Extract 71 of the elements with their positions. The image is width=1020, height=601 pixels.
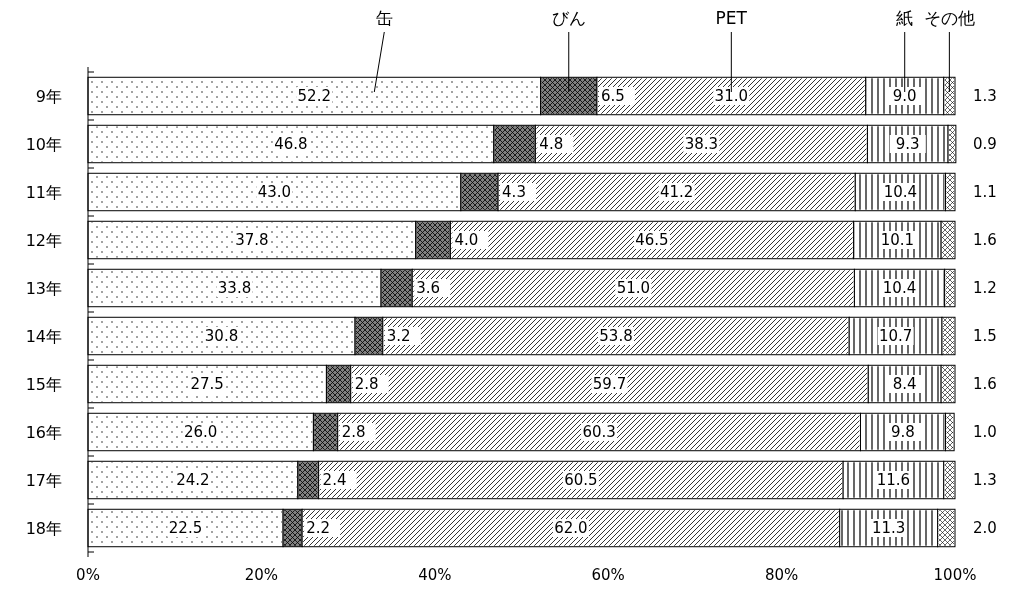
data-label: 11.6	[876, 471, 911, 490]
y-tick-label: 10年	[25, 134, 62, 154]
data-label: 9.3	[895, 135, 920, 154]
data-label: 24.2	[176, 471, 210, 490]
data-label: 60.5	[564, 471, 598, 490]
y-tick-label: 15年	[25, 374, 62, 394]
data-label: 33.8	[217, 279, 252, 298]
data-label: 3.2	[386, 327, 411, 346]
data-label: 2.4	[322, 471, 347, 490]
data-label: 10.4	[883, 183, 918, 202]
data-label: 27.5	[190, 375, 224, 394]
y-tick-label: 11年	[25, 182, 62, 202]
data-label: 0.9	[973, 135, 997, 154]
data-label: 10.1	[880, 231, 915, 250]
x-tick-label: 0%	[76, 566, 100, 584]
y-tick-label: 16年	[25, 422, 62, 442]
data-label: 1.3	[973, 471, 997, 490]
data-label: 2.0	[973, 519, 997, 538]
data-label: 8.4	[892, 375, 917, 394]
x-tick-label: 40%	[418, 566, 452, 584]
x-tick-label: 100%	[933, 566, 977, 584]
data-label: 3.6	[416, 279, 441, 298]
data-label: 4.0	[454, 231, 479, 250]
data-label: 62.0	[554, 519, 588, 538]
y-tick-label: 17年	[25, 470, 62, 490]
y-tick-label: 9年	[35, 86, 62, 106]
data-label: 6.5	[600, 87, 625, 106]
text: 缶	[375, 8, 393, 28]
x-tick-label: 20%	[244, 566, 279, 584]
data-label: 22.5	[168, 519, 203, 538]
y-tick-label: 18年	[25, 518, 62, 538]
data-label: 1.0	[973, 423, 997, 442]
data-label: 26.0	[184, 423, 218, 442]
data-label: 11.3	[871, 519, 906, 538]
data-label: 37.8	[235, 231, 269, 250]
text: 紙	[896, 8, 914, 28]
text: PET	[715, 8, 748, 28]
data-label: 46.5	[635, 231, 669, 250]
x-tick-label: 80%	[764, 566, 799, 584]
y-tick-label: 12年	[25, 230, 62, 250]
data-label: 1.5	[973, 327, 997, 346]
data-label: 9.8	[891, 423, 915, 442]
data-label: 46.8	[274, 135, 308, 154]
x-tick-label: 60%	[591, 566, 625, 584]
data-label: 10.7	[878, 327, 913, 346]
data-label: 2.8	[354, 375, 379, 394]
data-label: 4.8	[539, 135, 564, 154]
data-label: 2.2	[306, 519, 331, 538]
data-label: 43.0	[257, 183, 292, 202]
data-label: 30.8	[204, 327, 239, 346]
data-label: 1.6	[973, 231, 997, 250]
data-label: 52.2	[297, 87, 331, 106]
y-tick-label: 14年	[25, 326, 62, 346]
data-label: 1.1	[973, 183, 997, 202]
text: びん	[551, 8, 586, 28]
data-label: 60.3	[582, 423, 616, 442]
text: その他	[923, 8, 975, 28]
data-label: 1.2	[973, 279, 997, 298]
data-label: 2.8	[341, 423, 366, 442]
data-label: 41.2	[659, 183, 694, 202]
data-label: 4.3	[502, 183, 526, 202]
y-tick-label: 13年	[25, 278, 62, 298]
data-label: 59.7	[592, 375, 627, 394]
data-label: 10.4	[882, 279, 917, 298]
data-label: 1.3	[973, 87, 997, 106]
data-label: 9.0	[892, 87, 917, 106]
data-label: 31.0	[714, 87, 749, 106]
data-label: 38.3	[684, 135, 719, 154]
data-label: 1.6	[973, 375, 997, 394]
data-label: 53.8	[599, 327, 633, 346]
data-label: 51.0	[616, 279, 651, 298]
